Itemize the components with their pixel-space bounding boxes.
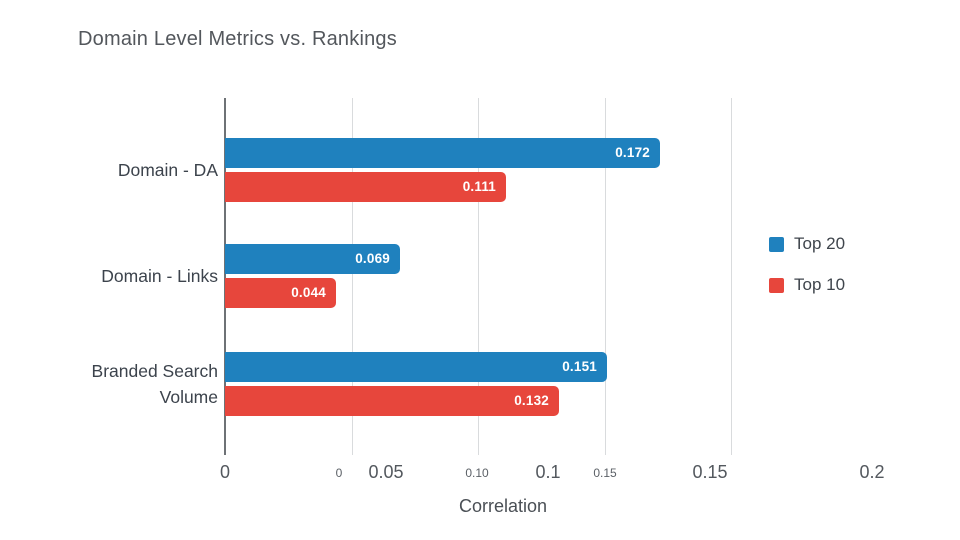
bar-value-label: 0.111 — [462, 179, 496, 194]
category-label: Domain - DA — [117, 160, 218, 180]
bar-value-label: 0.172 — [615, 145, 650, 160]
legend: Top 20 Top 10 — [769, 234, 845, 316]
x-axis-title: Correlation — [458, 496, 548, 516]
x-tick-label-primary: 0.2 — [859, 462, 885, 482]
category-label: Branded Search Volume — [91, 361, 218, 407]
bar-value-label: 0.044 — [291, 285, 326, 300]
x-tick-label-primary: 0.1 — [535, 462, 561, 482]
bar-top-10: 0.044 — [225, 278, 336, 308]
bar-top-20: 0.172 — [225, 138, 660, 168]
legend-item: Top 10 — [769, 275, 845, 295]
x-tick-label-primary: 0 — [219, 462, 230, 482]
x-tick-label-primary: 0.05 — [368, 462, 404, 482]
x-tick-label-secondary: 0.15 — [593, 466, 617, 480]
bar-value-label: 0.132 — [514, 393, 549, 408]
bar-top-20: 0.151 — [225, 352, 607, 382]
legend-label: Top 10 — [794, 275, 846, 294]
legend-swatch-top20 — [769, 236, 784, 252]
gridline — [351, 98, 353, 455]
bar-top-20: 0.069 — [225, 244, 400, 274]
legend-label: Top 20 — [794, 234, 846, 253]
x-tick-label-secondary: 0.10 — [465, 466, 489, 480]
gridline — [731, 98, 732, 455]
legend-item: Top 20 — [769, 234, 845, 254]
gridline — [478, 98, 479, 455]
bar-value-label: 0.151 — [562, 359, 597, 374]
chart-title: Domain Level Metrics vs. Rankings — [78, 28, 397, 50]
bar-top-10: 0.111 — [225, 172, 506, 202]
y-axis-line — [224, 98, 226, 455]
legend-swatch-top10 — [769, 277, 784, 293]
x-tick-label-primary: 0.15 — [692, 462, 728, 482]
bar-top-10: 0.132 — [225, 386, 559, 416]
gridline — [604, 98, 606, 455]
x-tick-label-secondary: 0 — [335, 466, 343, 480]
category-label: Domain - Links — [101, 266, 218, 286]
bar-value-label: 0.069 — [355, 251, 390, 266]
